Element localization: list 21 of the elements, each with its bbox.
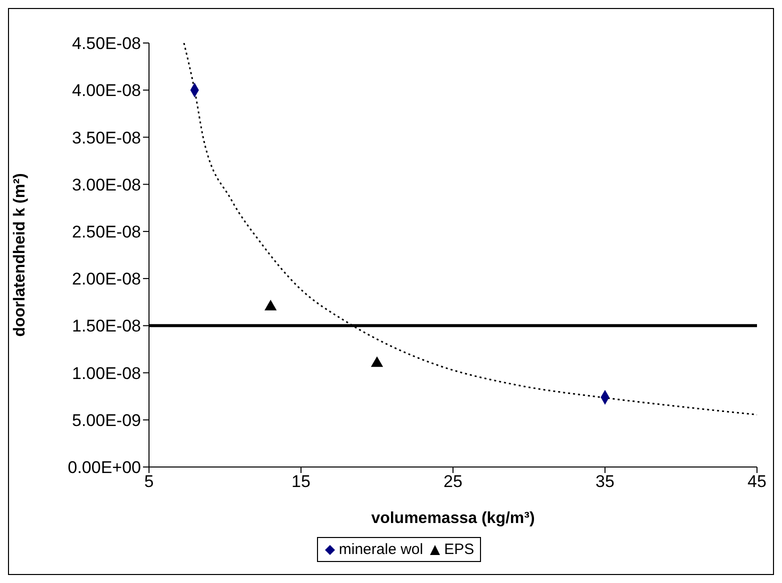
y-tick-label: 2.00E-08	[72, 270, 141, 289]
y-tick-label: 3.50E-08	[72, 128, 141, 148]
y-tick-label: 3.00E-08	[72, 175, 141, 194]
legend-label: minerale wol	[338, 541, 424, 558]
point	[370, 356, 384, 367]
x-tick-label: 15	[292, 472, 310, 492]
x-tick-label: 25	[444, 472, 462, 492]
x-tick-label: 5	[144, 472, 154, 492]
y-tick-label: 1.50E-08	[72, 316, 141, 336]
legend-label: EPS	[443, 541, 474, 558]
x-tick-label: 35	[596, 472, 614, 492]
y-tick-label: 5.00E-09	[72, 410, 141, 430]
point	[264, 300, 277, 310]
y-tick-label: 0.00E+00	[68, 458, 141, 478]
y-tick-label: 1.00E-08	[72, 364, 141, 383]
x-tick-label: 45	[748, 472, 766, 492]
y-tick-label: 4.00E-08	[72, 81, 141, 100]
y-axis-title: doorlatendheid k (m²)	[12, 173, 29, 337]
y-tick-label: 4.50E-08	[72, 34, 141, 54]
x-axis-title: volumemassa (kg/m³)	[371, 510, 535, 527]
y-tick-label: 2.50E-08	[72, 222, 141, 242]
